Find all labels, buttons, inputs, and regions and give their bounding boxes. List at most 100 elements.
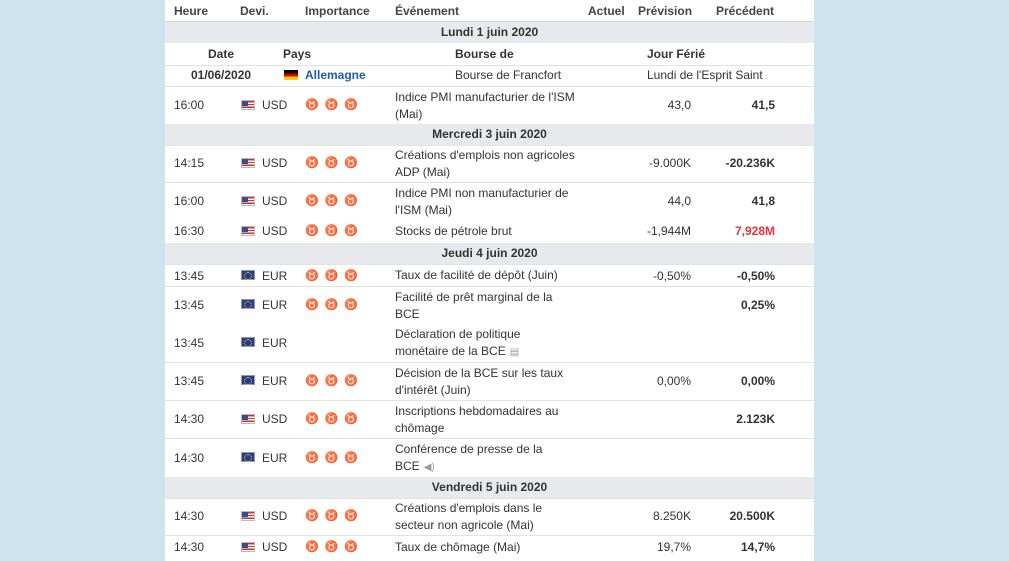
event-time: 14:30 — [174, 540, 205, 554]
event-link[interactable]: Indice PMI manufacturier de l'ISM (Mai) — [395, 90, 575, 121]
event-row[interactable]: 14:30 USD ♉♉♉ Inscriptions hebdomadaires… — [165, 400, 814, 439]
col-forecast[interactable]: Prévision — [638, 4, 693, 18]
bull-icon: ♉♉♉ — [305, 452, 365, 464]
event-previous: 41,8 — [751, 194, 775, 208]
holiday-date: 01/06/2020 — [191, 68, 252, 82]
event-link[interactable]: Stocks de pétrole brut — [395, 224, 512, 238]
germany-flag-icon — [284, 70, 298, 80]
event-previous: -0,50% — [736, 269, 775, 283]
holiday-exchange: Bourse de Francfort — [455, 68, 562, 82]
document-icon: ▤ — [509, 347, 520, 358]
event-currency: EUR — [262, 451, 288, 465]
event-row[interactable]: 16:00 USD ♉♉♉ Indice PMI manufacturier d… — [165, 86, 814, 125]
day-header: Mercredi 3 juin 2020 — [165, 124, 814, 145]
bull-icon: ♉♉♉ — [305, 195, 365, 207]
col-actual[interactable]: Actuel — [588, 4, 625, 18]
event-row[interactable]: 14:30 EUR ♉♉♉ Conférence de presse de la… — [165, 438, 814, 478]
us-flag-icon — [241, 511, 255, 521]
event-time: 13:45 — [174, 269, 205, 283]
event-time: 14:30 — [174, 412, 205, 426]
event-row[interactable]: 13:45 EUR ♉♉♉ Taux de facilité de dépôt … — [165, 264, 814, 287]
event-link[interactable]: Indice PMI non manufacturier de l'ISM (M… — [395, 186, 569, 217]
us-flag-icon — [241, 226, 255, 236]
event-row[interactable]: 16:30 USD ♉♉♉ Stocks de pétrole brut -1,… — [165, 220, 814, 242]
event-previous: 2.123K — [736, 412, 775, 426]
bull-icon: ♉♉♉ — [305, 157, 365, 169]
event-previous: 41,5 — [751, 98, 775, 112]
col-currency[interactable]: Devi. — [240, 4, 269, 18]
col-time[interactable]: Heure — [174, 4, 209, 18]
event-previous: 0,00% — [740, 374, 775, 388]
holiday-col-holiday: Jour Férié — [647, 47, 706, 61]
us-flag-icon — [241, 100, 255, 110]
day-header: Vendredi 5 juin 2020 — [165, 477, 814, 498]
event-forecast: 43,0 — [667, 98, 691, 112]
speaker-icon: ◀) — [423, 462, 435, 473]
event-time: 16:00 — [174, 194, 205, 208]
holiday-col-country: Pays — [283, 47, 312, 61]
event-row[interactable]: 14:30 USD ♉♉♉ Créations d'emplois dans l… — [165, 498, 814, 535]
eu-flag-icon — [241, 452, 255, 462]
event-previous: 7,928M — [734, 224, 775, 238]
event-forecast: 44,0 — [667, 194, 691, 208]
event-currency: USD — [262, 412, 288, 426]
event-currency: USD — [262, 224, 288, 238]
event-row[interactable]: 13:45 EUR ♉♉♉ Décision de la BCE sur les… — [165, 362, 814, 401]
us-flag-icon — [241, 414, 255, 424]
eu-flag-icon — [241, 337, 255, 347]
event-link[interactable]: Créations d'emplois dans le secteur non … — [395, 501, 543, 532]
event-forecast: 8.250K — [652, 509, 691, 523]
event-link[interactable]: Inscriptions hebdomadaires au chômage — [395, 404, 559, 435]
event-previous: 20.500K — [729, 509, 775, 523]
event-row[interactable]: 13:45 EUR ♉♉♉ Facilité de prêt marginal … — [165, 286, 814, 325]
col-importance[interactable]: Importance — [305, 4, 370, 18]
event-forecast: 19,7% — [656, 540, 691, 554]
event-link-text: Conférence de presse de la BCE — [395, 442, 543, 473]
event-link[interactable]: Taux de chômage (Mai) — [395, 540, 521, 554]
holiday-col-date: Date — [208, 47, 235, 61]
event-time: 14:15 — [174, 156, 205, 170]
event-currency: USD — [262, 194, 288, 208]
event-row[interactable]: 16:00 USD ♉♉♉ Indice PMI non manufacturi… — [165, 182, 814, 221]
event-forecast: -9.000K — [648, 156, 691, 170]
event-row[interactable]: 14:15 USD ♉♉♉ Créations d'emplois non ag… — [165, 145, 814, 183]
event-currency: USD — [262, 540, 288, 554]
eu-flag-icon — [241, 375, 255, 385]
holiday-col-exchange: Bourse de — [455, 47, 514, 61]
holiday-country-link[interactable]: Allemagne — [305, 68, 366, 82]
event-currency: EUR — [262, 269, 288, 283]
column-header: Heure Devi. Importance Événement Actuel … — [165, 0, 814, 22]
event-forecast: -1,944M — [646, 224, 691, 238]
event-link[interactable]: Créations d'emplois non agricoles ADP (M… — [395, 148, 575, 179]
event-time: 13:45 — [174, 298, 205, 312]
event-forecast: -0,50% — [652, 269, 691, 283]
event-link[interactable]: Conférence de presse de la BCE ◀) — [395, 441, 575, 476]
event-currency: USD — [262, 509, 288, 523]
bull-icon: ♉♉♉ — [305, 270, 365, 282]
bull-icon: ♉♉♉ — [305, 375, 365, 387]
event-previous: -20.236K — [725, 156, 775, 170]
event-currency: EUR — [262, 298, 288, 312]
event-previous: 0,25% — [740, 298, 775, 312]
us-flag-icon — [241, 196, 255, 206]
event-forecast: 0,00% — [656, 374, 691, 388]
event-currency: USD — [262, 98, 288, 112]
col-previous[interactable]: Précédent — [716, 4, 775, 18]
event-time: 13:45 — [174, 336, 205, 350]
bull-icon: ♉♉♉ — [305, 99, 365, 111]
event-link[interactable]: Déclaration de politique monétaire de la… — [395, 326, 575, 361]
bull-icon: ♉♉♉ — [305, 541, 365, 553]
bull-icon: ♉♉♉ — [305, 225, 365, 237]
event-row[interactable]: 13:45 EUR Déclaration de politique monét… — [165, 324, 814, 362]
event-link[interactable]: Facilité de prêt marginal de la BCE — [395, 290, 553, 321]
holiday-name: Lundi de l'Esprit Saint — [647, 68, 763, 82]
event-time: 16:00 — [174, 98, 205, 112]
event-row[interactable]: 14:30 USD ♉♉♉ Taux de chômage (Mai) 19,7… — [165, 535, 814, 560]
event-link[interactable]: Taux de facilité de dépôt (Juin) — [395, 268, 558, 282]
event-link-text: Déclaration de politique monétaire de la… — [395, 327, 521, 358]
event-time: 16:30 — [174, 224, 205, 238]
event-time: 14:30 — [174, 509, 205, 523]
economic-calendar: Heure Devi. Importance Événement Actuel … — [165, 0, 814, 561]
event-link[interactable]: Décision de la BCE sur les taux d'intérê… — [395, 366, 564, 397]
col-event[interactable]: Événement — [395, 4, 460, 18]
